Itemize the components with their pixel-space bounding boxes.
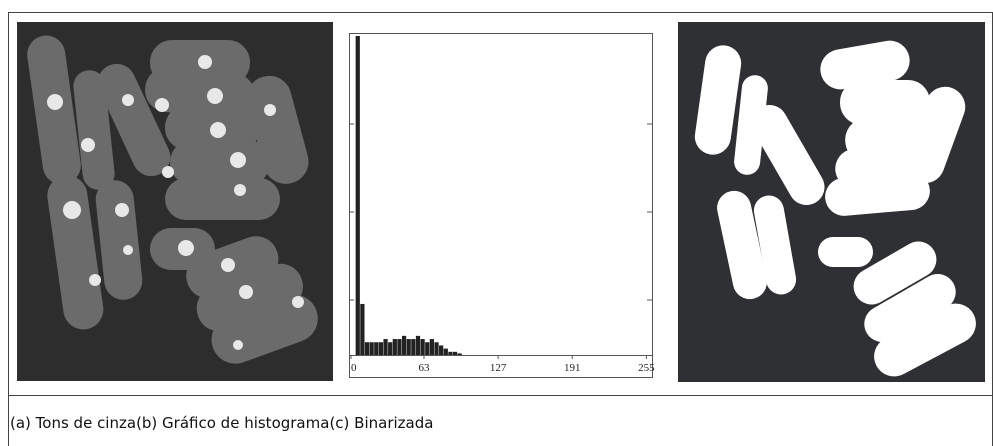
x-tick-label: 127	[490, 362, 507, 374]
histogram-bar	[439, 345, 444, 355]
histogram-bar	[406, 339, 411, 355]
histogram-bar	[355, 36, 360, 355]
histogram-bar	[360, 303, 365, 355]
x-tick-label: 191	[564, 362, 581, 374]
histogram-bar	[378, 342, 384, 355]
histogram-bar	[397, 339, 402, 355]
histogram-bar	[457, 353, 462, 355]
caption-a: (a) Tons de cinza	[10, 414, 137, 432]
binary-image	[678, 22, 985, 382]
histogram-bar	[452, 351, 458, 355]
histogram-bar	[425, 342, 430, 355]
histogram-bar	[415, 335, 421, 355]
histogram-bar	[443, 348, 448, 355]
histogram-bar	[448, 351, 453, 355]
histogram-bar	[364, 342, 370, 355]
histogram-bar	[383, 339, 388, 355]
histogram-bar	[374, 342, 379, 355]
x-tick-label: 0	[351, 362, 357, 374]
x-tick-label: 255	[638, 362, 655, 374]
histogram-bar	[429, 339, 434, 355]
caption-c: (c) Binarizada	[329, 414, 434, 432]
histogram-bar	[388, 342, 393, 355]
histogram: 0 63 127 191 255	[349, 33, 655, 378]
histogram-bar	[434, 342, 439, 355]
histogram-bar	[411, 339, 416, 355]
grayscale-image	[17, 22, 333, 381]
histogram-bar	[369, 342, 374, 355]
caption: (a) Tons de cinza(b) Gráfico de histogra…	[10, 414, 433, 432]
frame-ticks	[349, 123, 652, 301]
histogram-bar	[401, 335, 407, 355]
histogram-bar	[420, 339, 425, 355]
histogram-frame	[349, 33, 653, 378]
x-tick-label: 63	[418, 362, 430, 374]
caption-b: (b) Gráfico de histograma	[136, 414, 330, 432]
histogram-bar	[392, 339, 397, 355]
